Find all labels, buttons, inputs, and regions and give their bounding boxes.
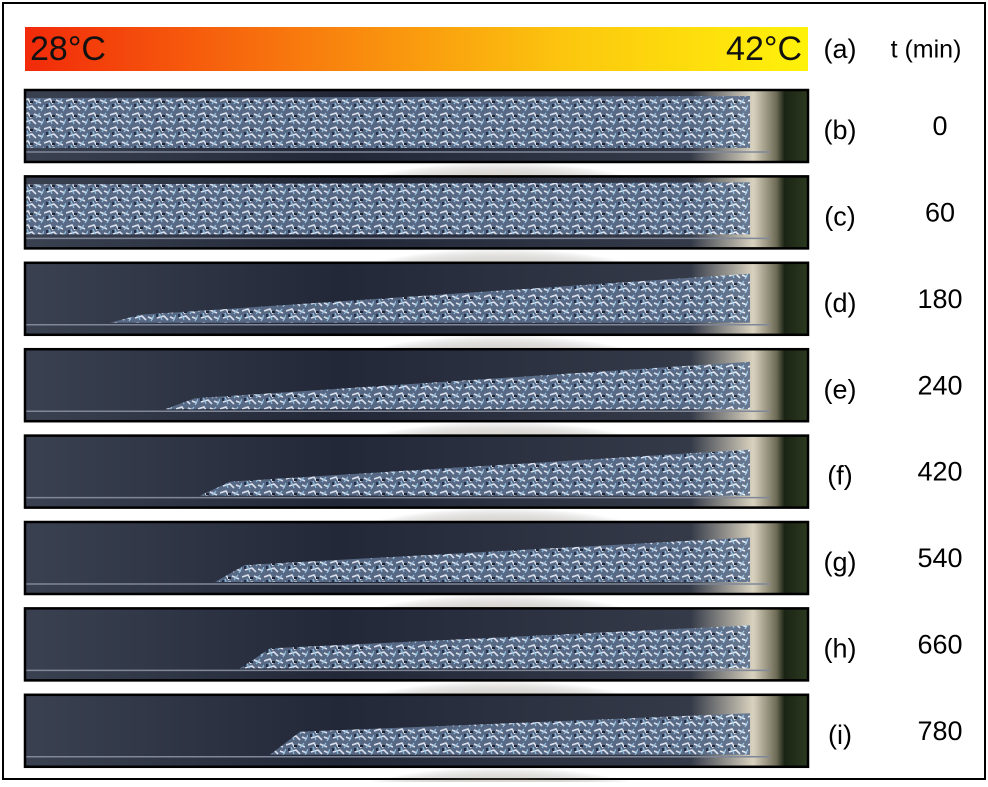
page: {"header": {"cold": "28°C", "hot": "42°C… (0, 0, 988, 782)
time-value: 420 (917, 457, 962, 487)
time-value: 180 (917, 284, 962, 314)
figure: 28°C 42°C (a) t (min) (b) 0 (c) 60 (d) 180 (e)… (0, 0, 988, 782)
panel-label: (h) (824, 634, 857, 664)
temperature-bar (25, 27, 808, 71)
time-value: 240 (917, 370, 962, 400)
crystal-region (25, 182, 750, 234)
time-value: 660 (917, 630, 962, 660)
cold-label: 28°C (30, 30, 106, 68)
crystal-region (25, 96, 750, 148)
time-value: 540 (917, 543, 962, 573)
time-value: 780 (917, 716, 962, 746)
time-value: 60 (925, 198, 955, 228)
panel-label: (e) (824, 374, 857, 404)
panel-label: (g) (824, 547, 857, 577)
panel-label: (f) (827, 461, 852, 491)
panel-label: (c) (824, 202, 855, 232)
time-value: 0 (932, 111, 947, 141)
panel-label: (d) (824, 288, 857, 318)
panel-label: (b) (824, 115, 857, 145)
panel-label: (a) (824, 34, 857, 64)
time-heading: t (min) (891, 36, 962, 64)
panel-label: (i) (828, 720, 852, 750)
hot-label: 42°C (726, 30, 802, 68)
